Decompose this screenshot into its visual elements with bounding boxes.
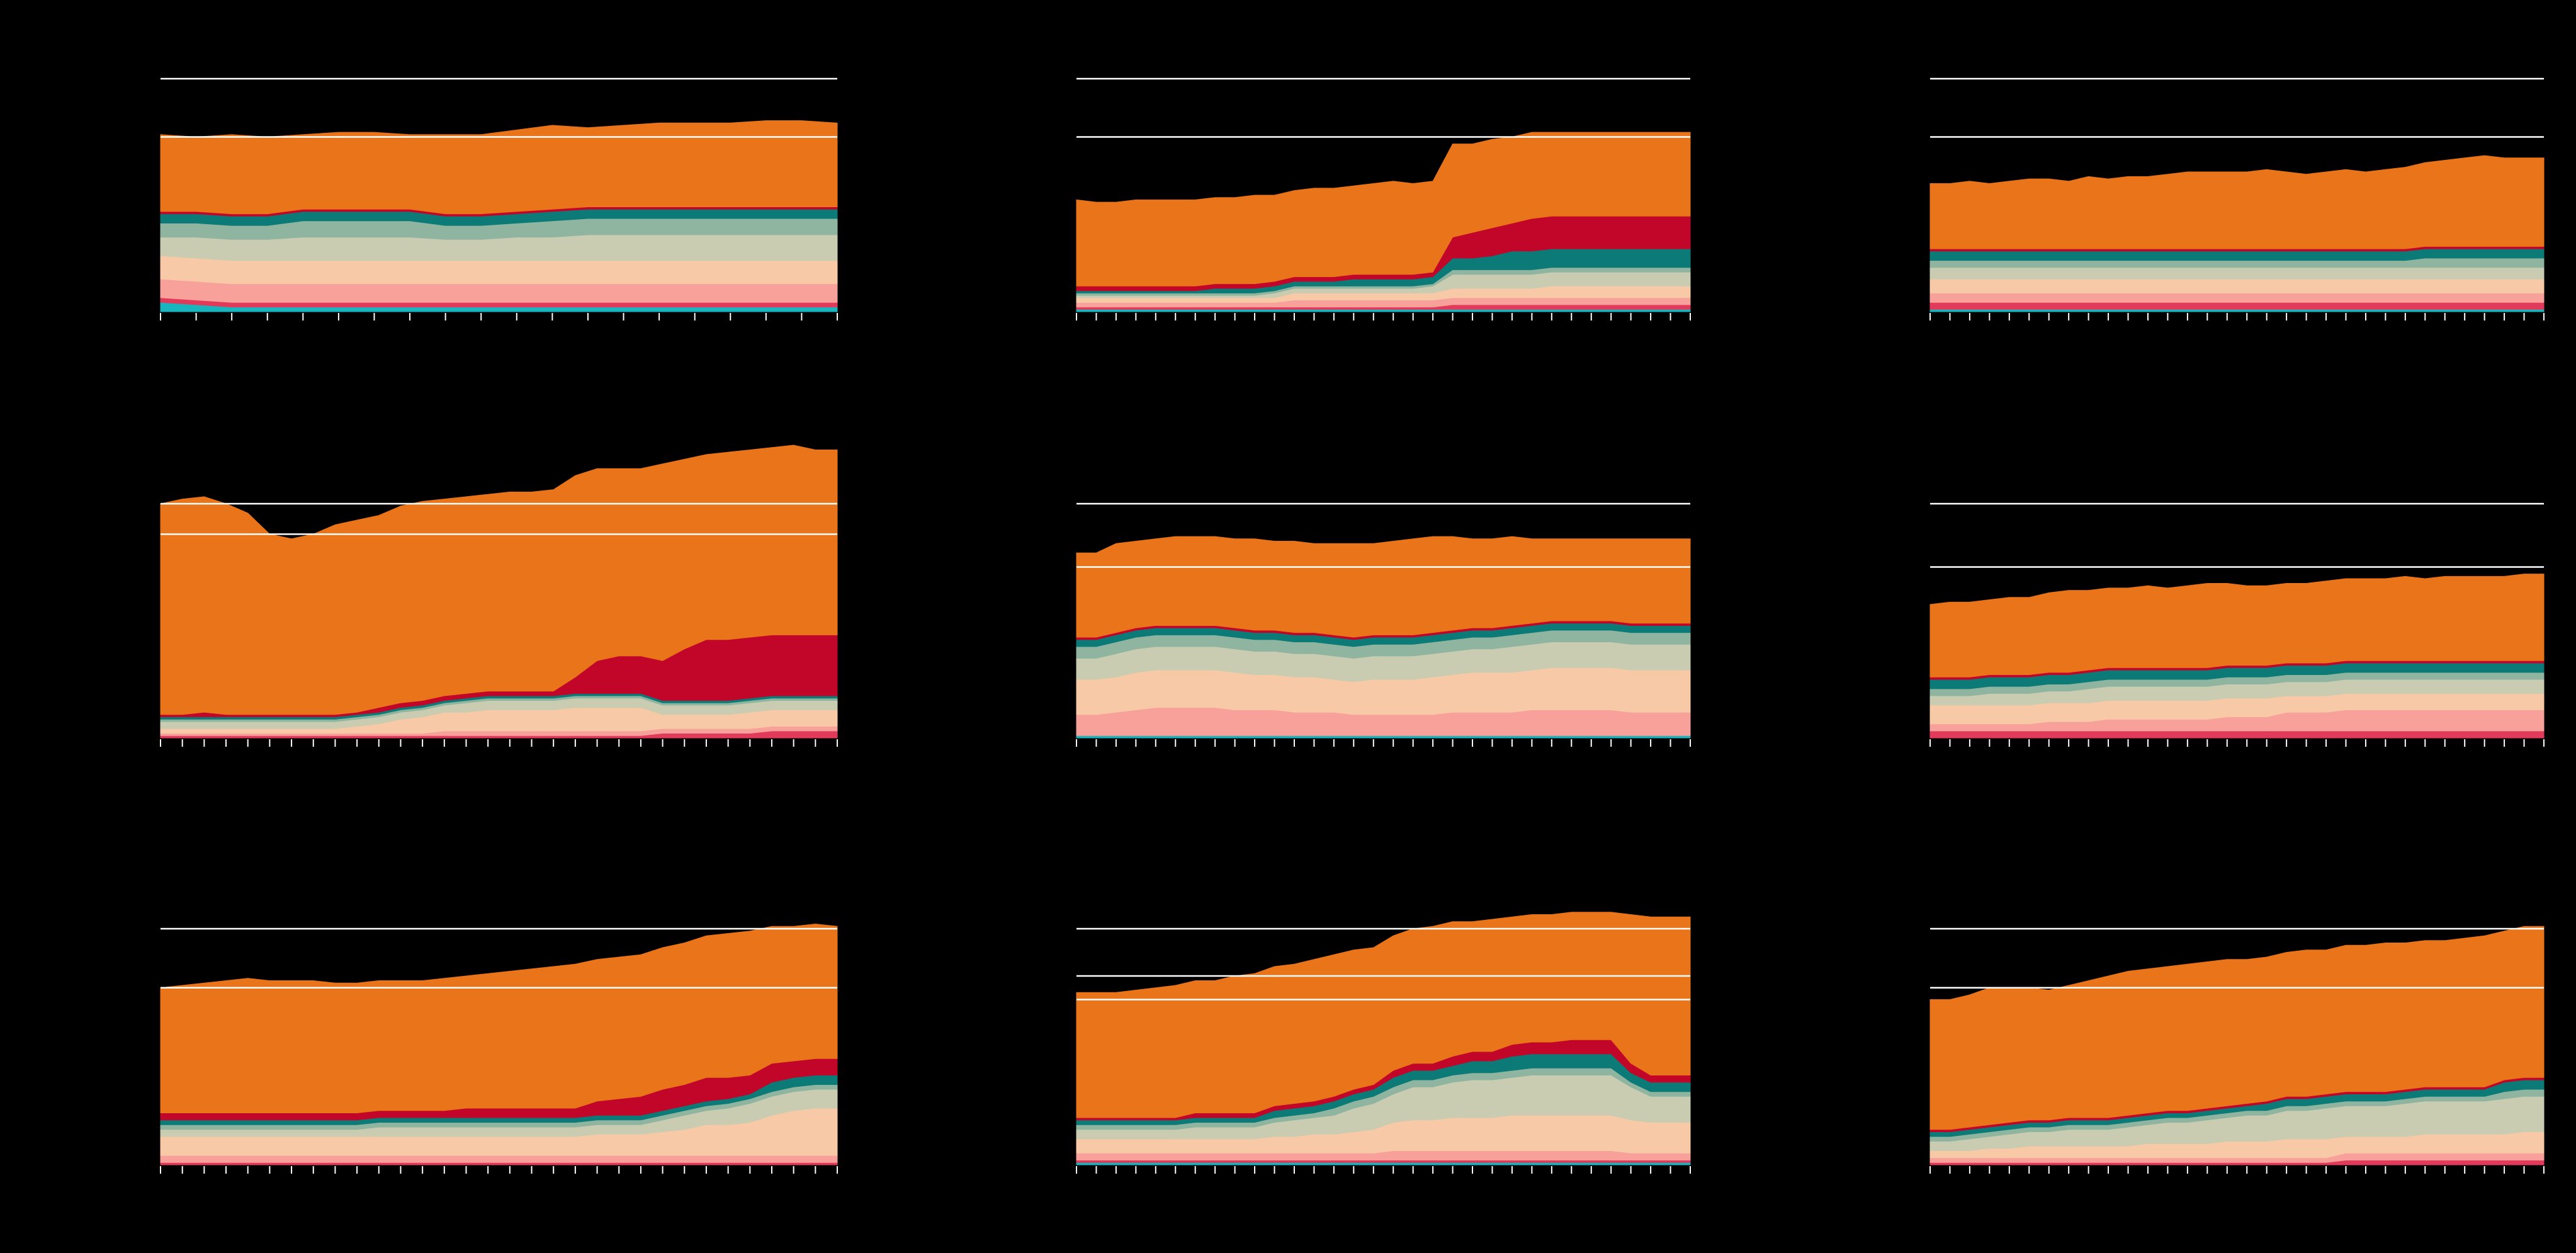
chart-panel [1076,77,1691,320]
area-series-crimson [1929,302,2545,310]
area-series-orange [160,120,838,215]
area-series-orange [1929,574,2545,678]
area-series-orange [1076,536,1691,638]
area-series-orange [1929,926,2545,1130]
chart-panel [160,923,838,1174]
area-series-sage [1929,267,2545,280]
area-series-crimson [1929,730,2545,739]
chart-panel [1929,926,2545,1174]
chart-panel [160,445,838,747]
area-series-cyan [1076,735,1691,739]
chart-panel [1929,77,2545,320]
area-series-orange [1929,155,2545,249]
area-series-peach [1929,278,2545,293]
chart-panel [160,77,838,320]
chart-panel [1076,912,1691,1174]
area-series-orange [160,445,838,715]
area-series-cyan [1076,1162,1691,1165]
area-series-orange [1076,132,1691,286]
area-series-crimson [1076,1160,1691,1163]
chart-panel [1076,502,1691,747]
area-series-cyan [1076,309,1691,312]
chart-panel [1929,502,2545,747]
area-series-salmon [160,1155,838,1163]
area-series-orange [160,923,838,1113]
area-series-crimson [160,1162,838,1165]
area-series-cyan [1929,309,2545,312]
area-series-salmon [1929,292,2545,303]
area-series-orange [1076,912,1691,1118]
